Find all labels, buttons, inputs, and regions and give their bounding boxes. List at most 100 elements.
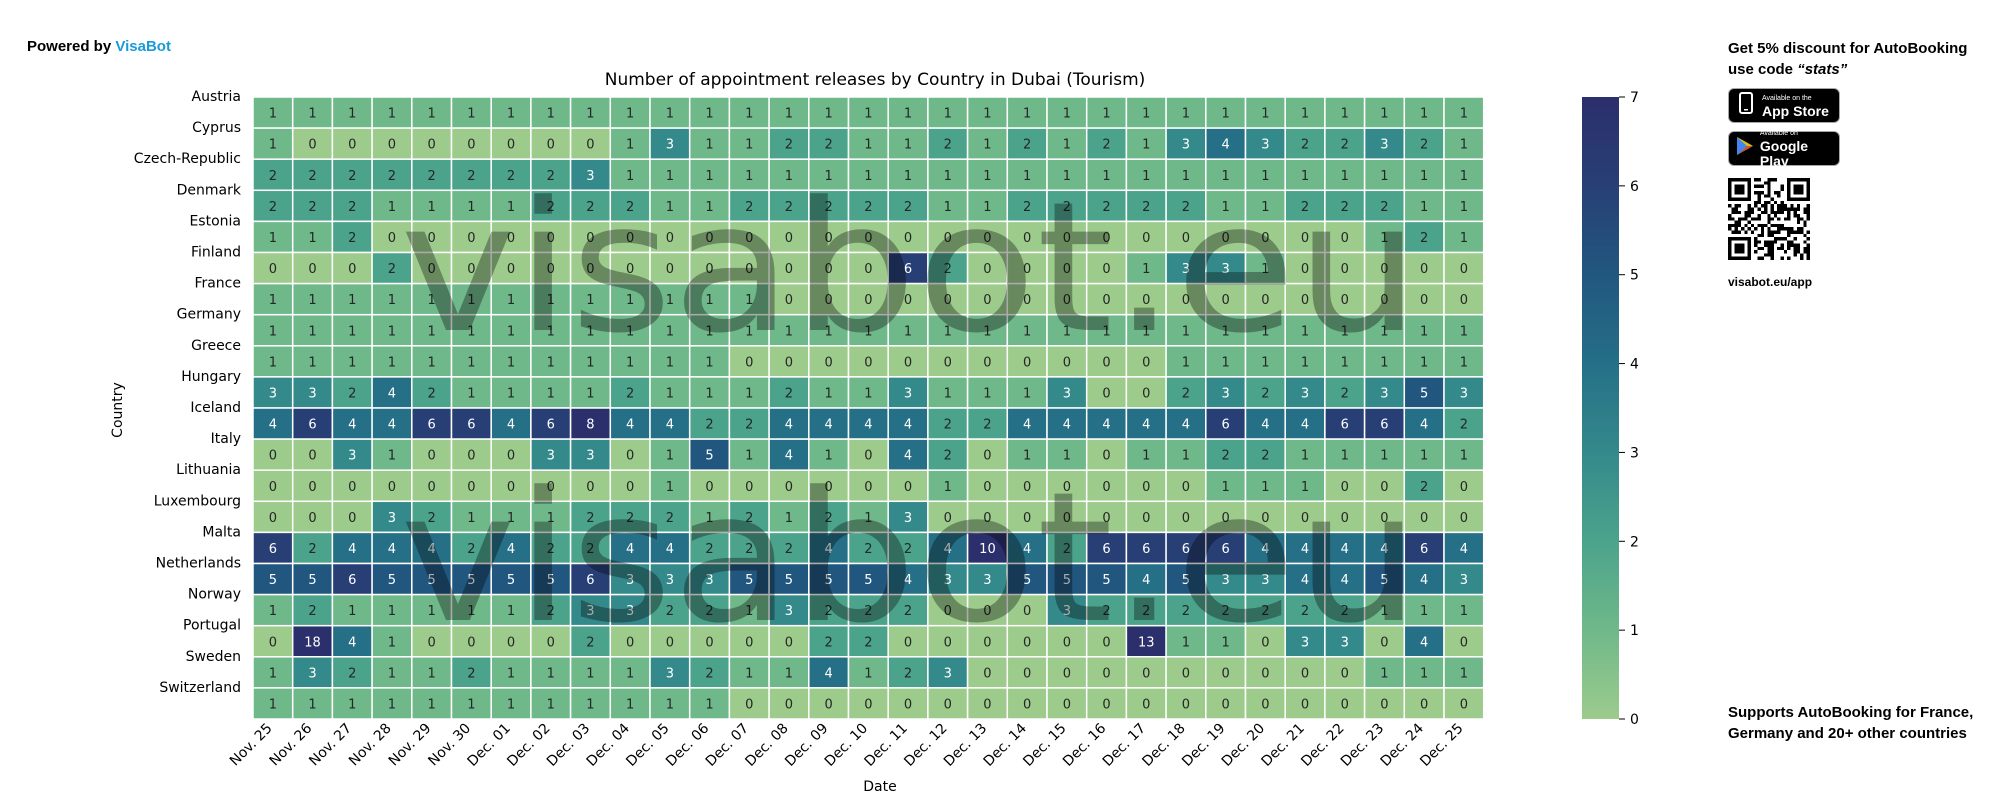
cell-value-label: 2 <box>626 200 634 215</box>
x-tick-label: Dec. 19 <box>1179 721 1228 770</box>
cell-value-label: 0 <box>1182 666 1190 681</box>
x-tick-label: Dec. 12 <box>901 721 950 770</box>
cell-value-label: 2 <box>308 604 316 619</box>
cell-value-label: 0 <box>1063 231 1071 246</box>
cell-value-label: 2 <box>1460 418 1468 433</box>
cell-value-label: 1 <box>825 449 833 464</box>
heatmap-cell <box>887 624 929 658</box>
cell-value-label: 1 <box>428 355 436 370</box>
cell-value-label: 2 <box>348 666 356 681</box>
cell-value-label: 1 <box>1341 449 1349 464</box>
cell-value-label: 0 <box>1301 666 1309 681</box>
cell-value-label: 0 <box>467 138 475 153</box>
cell-value-label: 1 <box>586 697 594 712</box>
cell-value-label: 5 <box>388 573 396 588</box>
heatmap-cell <box>1403 407 1445 440</box>
cell-value-label: 3 <box>1261 573 1269 588</box>
cell-value-label: 4 <box>507 542 515 557</box>
cell-value-label: 4 <box>388 386 396 401</box>
cell-value-label: 2 <box>308 169 316 184</box>
cell-value-label: 1 <box>785 511 793 526</box>
y-tick-label: Czech-Republic <box>134 151 241 167</box>
heatmap-cell <box>1165 687 1207 720</box>
y-tick-label: Luxembourg <box>154 493 241 509</box>
heatmap-cell <box>530 469 572 503</box>
cell-value-label: 1 <box>1261 480 1269 495</box>
cell-value-label: 1 <box>944 200 952 215</box>
heatmap-cell <box>1443 407 1485 440</box>
cell-value-label: 0 <box>626 480 634 495</box>
cell-value-label: 1 <box>1460 200 1468 215</box>
app-store-button[interactable]: Available on the App Store <box>1728 88 1840 123</box>
cell-value-label: 1 <box>1182 635 1190 650</box>
cell-value-label: 2 <box>1063 542 1071 557</box>
heatmap-cell <box>927 158 969 192</box>
cell-value-label: 1 <box>428 107 436 122</box>
heatmap-cell <box>1363 96 1406 129</box>
cell-value-label: 1 <box>864 107 872 122</box>
cell-value-label: 0 <box>1261 511 1269 526</box>
cell-value-label: 1 <box>745 386 753 401</box>
cell-value-label: 1 <box>1261 107 1269 122</box>
cell-value-label: 0 <box>825 697 833 712</box>
cell-value-label: 0 <box>1460 511 1468 526</box>
cell-value-label: 1 <box>705 200 713 215</box>
cell-value-label: 0 <box>785 697 793 712</box>
cell-value-label: 0 <box>944 293 952 308</box>
x-axis-label: Date <box>863 779 896 795</box>
google-play-button[interactable]: Available on Google Play <box>1728 130 1840 169</box>
cell-value-label: 3 <box>269 386 277 401</box>
cell-value-label: 1 <box>269 231 277 246</box>
heatmap-cell <box>808 593 850 627</box>
cell-value-label: 1 <box>1142 138 1150 153</box>
cell-value-label: 2 <box>1102 604 1110 619</box>
heatmap-cell <box>887 687 929 720</box>
cell-value-label: 0 <box>1023 666 1031 681</box>
cell-value-label: 1 <box>1023 107 1031 122</box>
heatmap-cell <box>490 687 532 720</box>
cell-value-label: 1 <box>269 697 277 712</box>
cell-value-label: 2 <box>1023 200 1031 215</box>
cell-value-label: 1 <box>944 169 952 184</box>
cell-value-label: 4 <box>507 418 515 433</box>
cell-value-label: 3 <box>944 573 952 588</box>
cell-value-label: 1 <box>507 107 515 122</box>
cell-value-label: 0 <box>1222 511 1230 526</box>
heatmap-cell <box>609 562 651 596</box>
heatmap-cell <box>1443 624 1485 658</box>
cell-value-label: 2 <box>626 386 634 401</box>
x-tick-label: Dec. 01 <box>465 721 514 770</box>
cell-value-label: 2 <box>1341 386 1349 401</box>
cell-value-label: 1 <box>1261 169 1269 184</box>
cell-value-label: 0 <box>983 666 991 681</box>
heatmap-cell <box>1443 438 1485 471</box>
cell-value-label: 1 <box>666 480 674 495</box>
heatmap-cell <box>1046 531 1088 565</box>
cell-value-label: 2 <box>1182 386 1190 401</box>
cell-value-label: 1 <box>388 293 396 308</box>
heatmap-cell <box>371 158 413 192</box>
cell-value-label: 0 <box>864 480 872 495</box>
heatmap-cell <box>450 251 492 285</box>
cell-value-label: 1 <box>705 511 713 526</box>
heatmap-cell <box>530 531 572 565</box>
cell-value-label: 0 <box>825 262 833 277</box>
cell-value-label: 6 <box>1102 542 1110 557</box>
heatmap-cell <box>252 407 294 440</box>
heatmap-cell <box>1085 282 1128 316</box>
brand-link[interactable]: VisaBot <box>115 38 171 55</box>
heatmap-cell <box>1165 469 1207 503</box>
qr-caption[interactable]: visabot.eu/app <box>1728 275 1813 289</box>
heatmap-cell <box>649 624 691 658</box>
heatmap-cell <box>927 687 969 720</box>
cell-value-label: 6 <box>586 573 594 588</box>
cell-value-label: 1 <box>785 666 793 681</box>
heatmap-cell <box>1006 562 1048 596</box>
qr-code-icon[interactable] <box>1728 178 1810 260</box>
cell-value-label: 2 <box>586 200 594 215</box>
cell-value-label: 3 <box>348 449 356 464</box>
cell-value-label: 1 <box>1380 604 1388 619</box>
support-text: Supports AutoBooking for France, Germany… <box>1728 704 1974 742</box>
cell-value-label: 0 <box>1182 697 1190 712</box>
cell-value-label: 1 <box>1380 107 1388 122</box>
